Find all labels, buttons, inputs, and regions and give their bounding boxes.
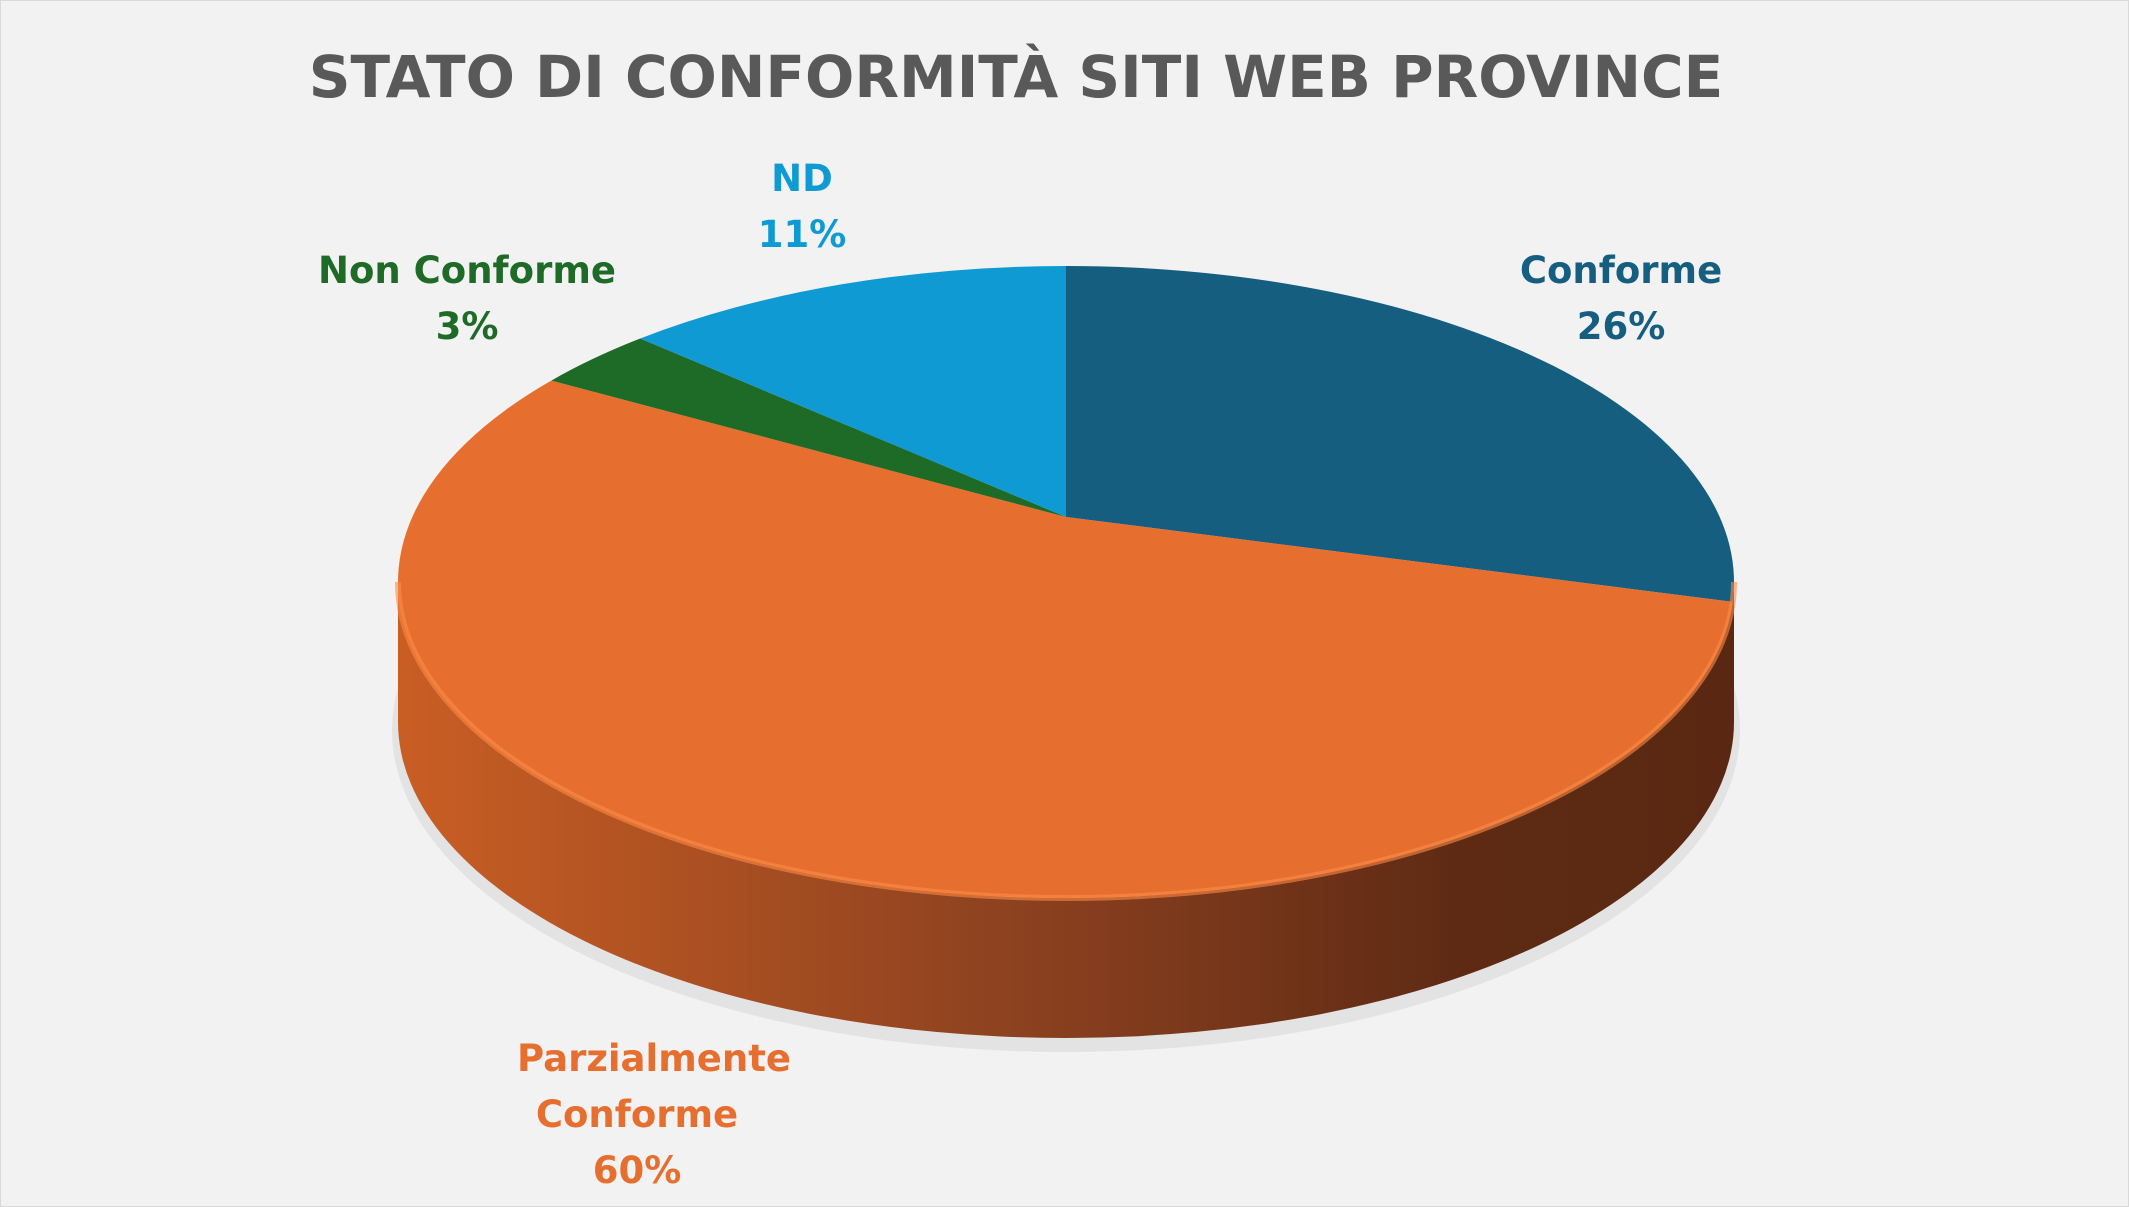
chart-title: STATO DI CONFORMITÀ SITI WEB PROVINCE (308, 43, 1724, 111)
label-non-conforme-value: 3% (435, 305, 499, 348)
label-nd: ND 11% (758, 151, 847, 263)
label-nd-value: 11% (757, 213, 847, 256)
pie-slice-non-conforme[interactable] (551, 338, 1066, 517)
label-parzialmente-conforme: Parzialmente Conforme 60% (517, 1031, 791, 1199)
pie-side-wall (398, 582, 1734, 1038)
label-nd-name: ND (771, 157, 833, 200)
label-conforme-value: 26% (1576, 305, 1666, 348)
label-non-conforme-name: Non Conforme (318, 249, 616, 292)
label-non-conforme: Non Conforme 3% (318, 243, 616, 355)
label-parzialmente-name: Parzialmente Conforme (517, 1037, 791, 1136)
pie-slice-conforme[interactable] (1066, 266, 1734, 602)
pie-slice-parzialmente-conforme[interactable] (398, 380, 1733, 898)
label-parzialmente-value: 60% (592, 1149, 682, 1192)
label-conforme-name: Conforme (1519, 249, 1723, 292)
label-conforme: Conforme 26% (1520, 243, 1722, 355)
pie-slice-nd[interactable] (640, 266, 1066, 517)
pie-bevel-highlight (395, 581, 1737, 901)
